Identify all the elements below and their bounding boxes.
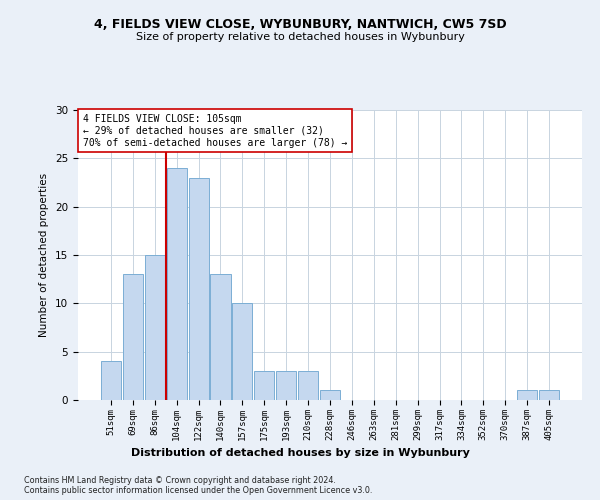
Y-axis label: Number of detached properties: Number of detached properties (40, 173, 49, 337)
Bar (167, 168, 187, 400)
Text: 4, FIELDS VIEW CLOSE, WYBUNBURY, NANTWICH, CW5 7SD: 4, FIELDS VIEW CLOSE, WYBUNBURY, NANTWIC… (94, 18, 506, 30)
Text: Distribution of detached houses by size in Wybunbury: Distribution of detached houses by size … (131, 448, 469, 458)
Text: Contains public sector information licensed under the Open Government Licence v3: Contains public sector information licen… (24, 486, 373, 495)
Bar (539, 390, 559, 400)
Text: Contains HM Land Registry data © Crown copyright and database right 2024.: Contains HM Land Registry data © Crown c… (24, 476, 336, 485)
Bar (276, 371, 296, 400)
Bar (211, 274, 230, 400)
Bar (517, 390, 537, 400)
Bar (123, 274, 143, 400)
Bar (298, 371, 318, 400)
Bar (101, 362, 121, 400)
Text: 4 FIELDS VIEW CLOSE: 105sqm
← 29% of detached houses are smaller (32)
70% of sem: 4 FIELDS VIEW CLOSE: 105sqm ← 29% of det… (83, 114, 347, 148)
Text: Size of property relative to detached houses in Wybunbury: Size of property relative to detached ho… (136, 32, 464, 42)
Bar (145, 255, 165, 400)
Bar (254, 371, 274, 400)
Bar (320, 390, 340, 400)
Bar (232, 304, 253, 400)
Bar (188, 178, 209, 400)
